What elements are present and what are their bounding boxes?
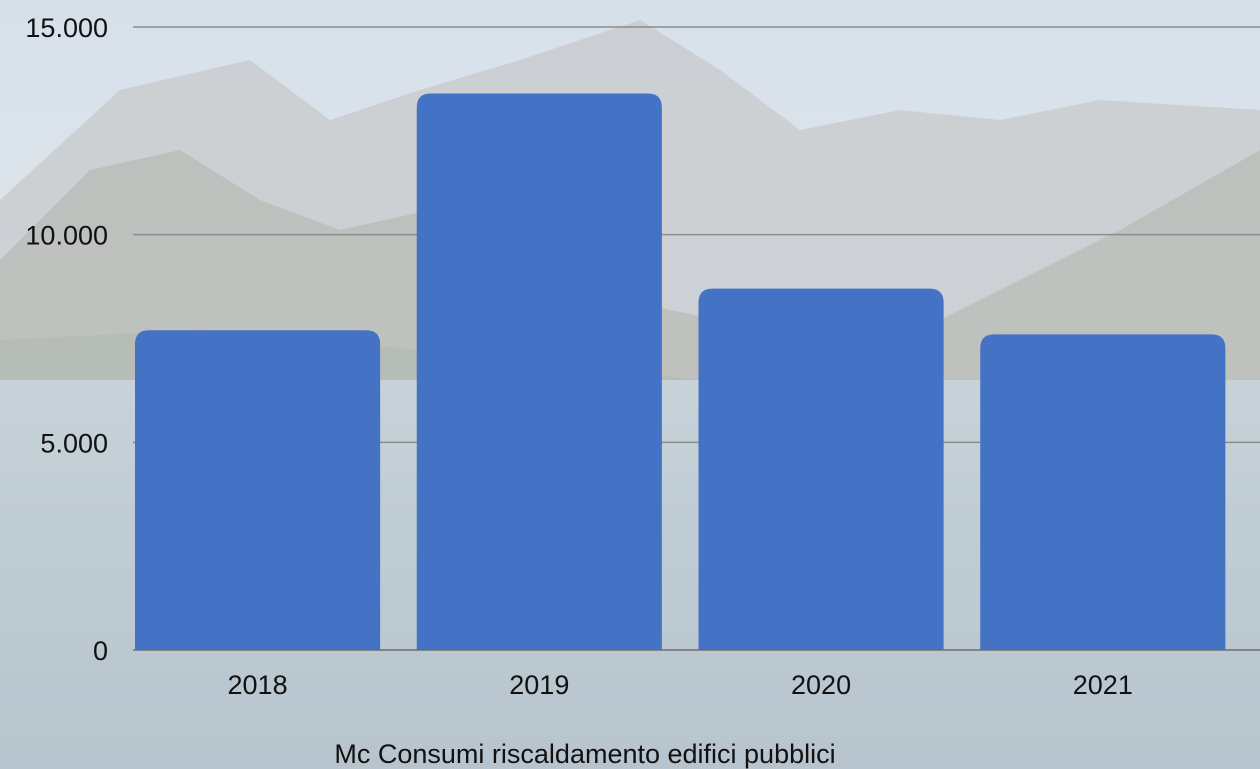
x-tick-label: 2018 <box>228 670 288 700</box>
bar-2021 <box>980 334 1226 650</box>
x-tick-label: 2019 <box>509 670 569 700</box>
y-tick-label: 10.000 <box>25 221 108 251</box>
chart-title: Mc Consumi riscaldamento edifici pubblic… <box>334 739 835 769</box>
bar-2019 <box>416 93 662 651</box>
bar-2018 <box>135 330 381 650</box>
y-tick-label: 15.000 <box>25 13 108 43</box>
tick-labels: 0 5.000 10.000 15.000 2018 2019 2020 2021 <box>25 13 1132 700</box>
bars <box>135 93 1226 651</box>
y-tick-label: 0 <box>93 636 108 666</box>
bar-2020 <box>698 288 944 650</box>
x-tick-label: 2020 <box>791 670 851 700</box>
x-tick-label: 2021 <box>1073 670 1133 700</box>
y-tick-label: 5.000 <box>40 428 108 458</box>
